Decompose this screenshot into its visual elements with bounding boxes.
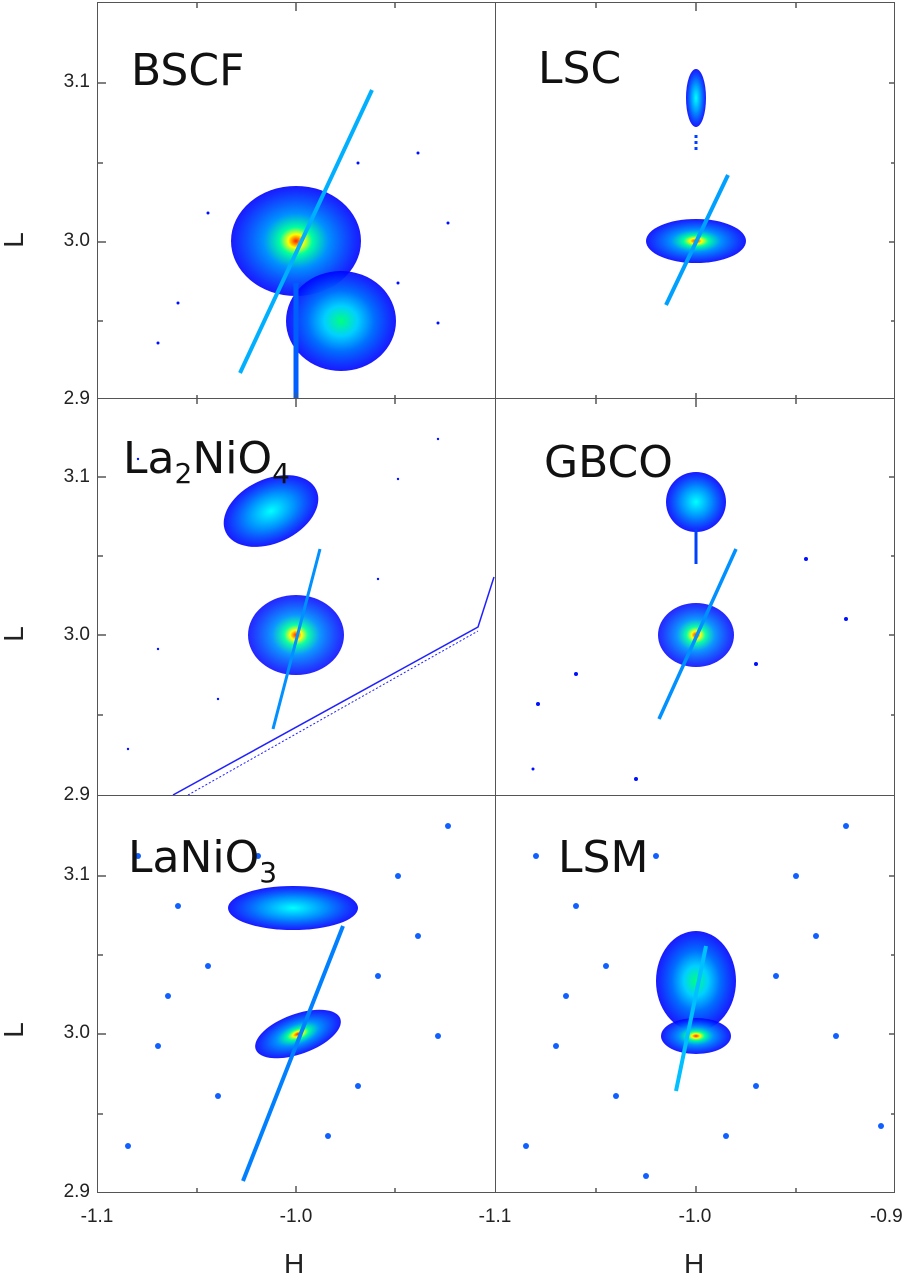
ytick-3.1-row3: 3.1	[63, 864, 90, 885]
panel-label-bscf: BSCF	[131, 45, 245, 96]
ytick-2.9-row3: 2.9	[63, 1181, 90, 1202]
ytick-3.1-row2: 3.1	[63, 466, 90, 487]
heatmap-gbco	[531, 399, 894, 781]
heatmap-bscf	[98, 3, 450, 399]
xtick-left-1.1: -1.1	[80, 1206, 114, 1227]
panel-lsm: LSM	[495, 795, 895, 1193]
heatmap-la2nio4	[98, 399, 495, 795]
panel-bscf: BSCF	[97, 2, 496, 400]
panel-lanio3: LaNiO3	[97, 795, 496, 1193]
ytick-3.0-row1: 3.0	[63, 230, 90, 251]
panel-label-lsc: LSC	[538, 43, 622, 94]
panel-label-lsm: LSM	[558, 832, 649, 883]
heatmap-lanio3	[98, 823, 451, 1192]
panel-gbco: GBCO	[495, 398, 895, 796]
heatmap-lsc	[595, 3, 894, 399]
ytick-2.9-row2: 2.9	[63, 784, 90, 805]
ytick-3.1-row1: 3.1	[63, 71, 90, 92]
ytick-2.9-row1: 2.9	[63, 388, 90, 409]
ylabel-row3: L	[0, 1022, 29, 1038]
panel-label-gbco: GBCO	[544, 437, 673, 488]
xlabel-left: H	[284, 1248, 305, 1279]
heatmap-lsm	[523, 823, 894, 1192]
panel-label-la2nio4: La2NiO4	[123, 433, 290, 490]
xtick-right-1.1: -1.1	[478, 1206, 512, 1227]
xtick-right-1.0: -1.0	[678, 1206, 712, 1227]
ytick-3.0-row3: 3.0	[63, 1022, 90, 1043]
panel-lsc: LSC	[495, 2, 895, 400]
xlabel-right: H	[684, 1248, 705, 1279]
ylabel-row1: L	[0, 232, 29, 248]
xtick-left-1.0: -1.0	[279, 1206, 313, 1227]
panel-label-lanio3: LaNiO3	[128, 832, 278, 889]
xtick-right-0.9: -0.9	[870, 1206, 903, 1227]
ylabel-row2: L	[0, 626, 29, 642]
panel-la2nio4: La2NiO4	[97, 398, 496, 796]
ytick-3.0-row2: 3.0	[63, 624, 90, 645]
